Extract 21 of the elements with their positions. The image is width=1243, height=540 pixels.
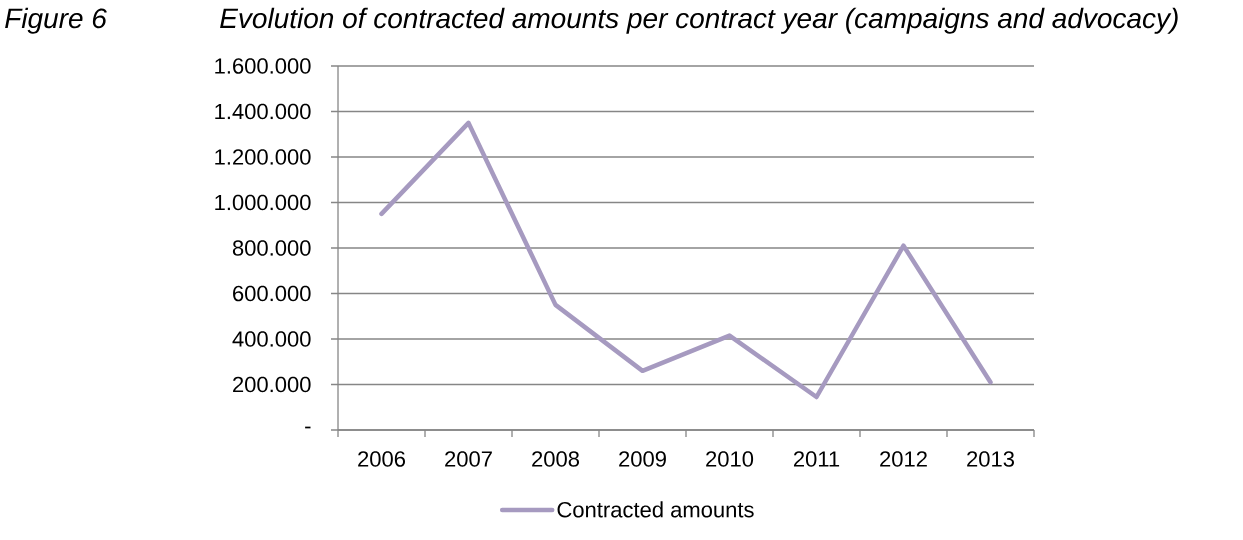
- x-tick-label: 2007: [445, 451, 492, 467]
- y-tick-label: 1.200.000: [215, 149, 311, 165]
- y-tick-label: 400.000: [232, 331, 311, 347]
- x-tick-label: 2008: [532, 451, 579, 467]
- y-tick-label: 800.000: [232, 240, 311, 256]
- x-tick-label: 2013: [967, 451, 1014, 467]
- x-tick-label: 2006: [358, 451, 406, 467]
- y-tick-label: 1.400.000: [215, 103, 311, 120]
- y-tick-label: -: [305, 426, 311, 429]
- legend-label: Contracted amounts: [557, 501, 754, 518]
- x-tick-label: 2011: [793, 451, 840, 467]
- y-tick-label: 200.000: [233, 376, 311, 393]
- x-tick-label: 2012: [880, 451, 927, 467]
- line-series: [379, 120, 993, 400]
- y-tick-label: 1.600.000: [215, 58, 311, 74]
- y-tick-label: 600.000: [233, 285, 311, 302]
- x-tick-label: 2010: [706, 451, 754, 467]
- chart-title: Evolution of contracted amounts per contract year (campaigns and advocacy): [220, 7, 1178, 34]
- x-tick-label: 2009: [619, 451, 666, 467]
- caption: Figure 6: [5, 7, 107, 34]
- y-tick-label: 1.000.000: [215, 194, 311, 211]
